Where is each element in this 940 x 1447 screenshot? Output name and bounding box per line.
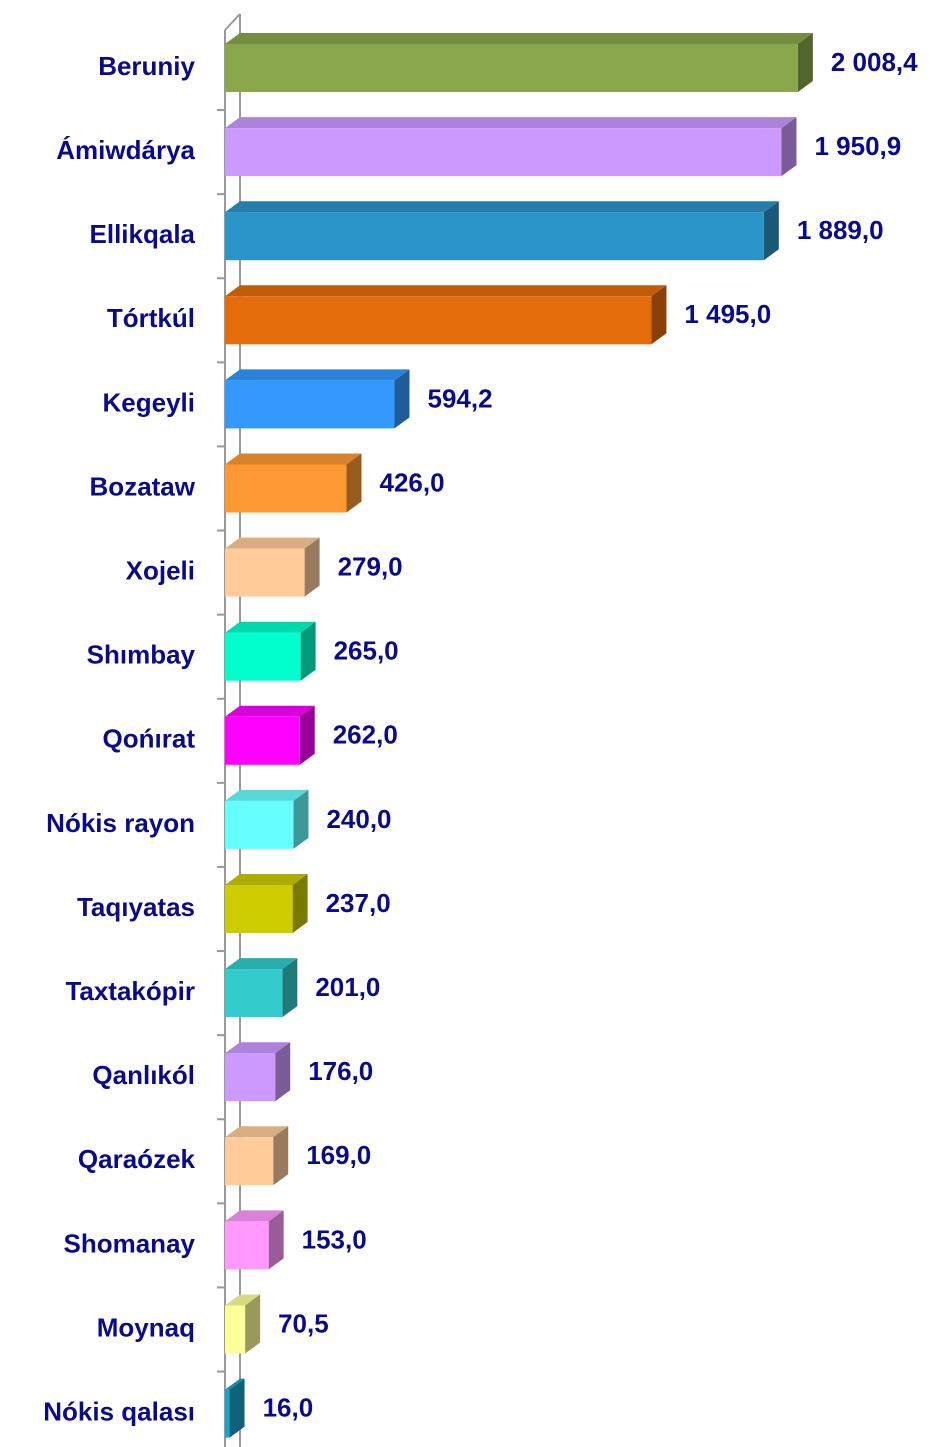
value-label: 237,0 (326, 888, 391, 918)
category-label: Kegeyli (103, 387, 196, 417)
bar-side (293, 789, 309, 849)
value-label: 279,0 (338, 551, 403, 581)
category-label: Qanlıkól (92, 1060, 195, 1090)
bar-top (225, 201, 779, 213)
bar-top (225, 874, 308, 885)
category-label: Taxtakópir (65, 976, 195, 1006)
bar-side (229, 1378, 245, 1438)
bar (225, 716, 300, 765)
bar (225, 464, 347, 513)
bar (225, 1389, 230, 1438)
value-label: 594,2 (427, 383, 492, 413)
bar-top (225, 1042, 291, 1054)
value-label: 426,0 (380, 467, 445, 497)
axis-top (224, 13, 241, 31)
category-label: Bozataw (90, 471, 196, 501)
bar-side (763, 201, 779, 261)
value-label: 240,0 (326, 804, 391, 834)
bar-side (292, 874, 308, 933)
category-label: Qońırat (103, 724, 196, 754)
bar-top (225, 1210, 284, 1222)
bar (225, 1137, 274, 1186)
bar-top (225, 705, 315, 717)
bar-top (225, 537, 320, 549)
bar (225, 969, 283, 1018)
bar-side (781, 117, 797, 177)
bar-side (268, 1210, 284, 1270)
category-label: Beruniy (98, 51, 195, 81)
value-label: 265,0 (334, 636, 399, 666)
bar (225, 800, 294, 849)
value-label: 2 008,4 (831, 47, 918, 77)
bar-side (299, 705, 315, 765)
category-label: Moynaq (97, 1312, 195, 1342)
category-label: Shımbay (87, 640, 196, 670)
category-label: Ellikqala (90, 219, 196, 249)
value-label: 262,0 (333, 720, 398, 750)
bar-side (346, 453, 362, 513)
bar (225, 128, 782, 177)
bar (225, 1221, 269, 1270)
bar (225, 548, 305, 597)
bar (225, 1305, 246, 1354)
value-label: 1 495,0 (684, 299, 771, 329)
category-label: Nókis rayon (46, 808, 195, 838)
bar-top (225, 1126, 289, 1138)
bar-top (225, 621, 316, 633)
bar-side (394, 369, 410, 429)
value-label: 16,0 (263, 1392, 314, 1422)
value-label: 1 950,9 (814, 131, 901, 161)
bar-side (797, 33, 813, 92)
bar-top (225, 369, 410, 381)
bar (225, 212, 764, 261)
bar-top (225, 1294, 261, 1306)
bar-top (225, 1378, 245, 1390)
bar-top (225, 958, 298, 970)
category-label: Shomanay (64, 1228, 196, 1258)
bar-side (245, 1294, 261, 1354)
value-label: 1 889,0 (797, 215, 884, 245)
bar (225, 1053, 276, 1102)
category-label: Ámiwdárya (56, 135, 195, 165)
bar (225, 296, 652, 345)
bar-side (304, 537, 320, 597)
bar (225, 44, 798, 92)
bar-top (225, 33, 813, 44)
bar-side (273, 1126, 289, 1186)
bar (225, 885, 293, 933)
bar-top (225, 117, 797, 129)
value-label: 70,5 (278, 1308, 329, 1338)
bar (225, 380, 395, 429)
bar-side (300, 621, 316, 681)
bar-top (225, 453, 362, 465)
bar-top (225, 285, 667, 297)
value-label: 201,0 (315, 972, 380, 1002)
bar-side (651, 285, 667, 345)
bar-side (275, 1042, 291, 1102)
bar (225, 632, 301, 681)
value-label: 169,0 (306, 1140, 371, 1170)
category-label: Tórtkúl (107, 303, 195, 333)
category-label: Taqıyatas (77, 892, 195, 922)
category-label: Nókis qalası (43, 1396, 195, 1426)
bar-top (225, 789, 309, 801)
category-label: Xojeli (126, 555, 195, 585)
bar-side (282, 958, 298, 1018)
value-label: 153,0 (302, 1224, 367, 1254)
value-label: 176,0 (308, 1056, 373, 1086)
category-label: Qaraózek (78, 1144, 196, 1174)
